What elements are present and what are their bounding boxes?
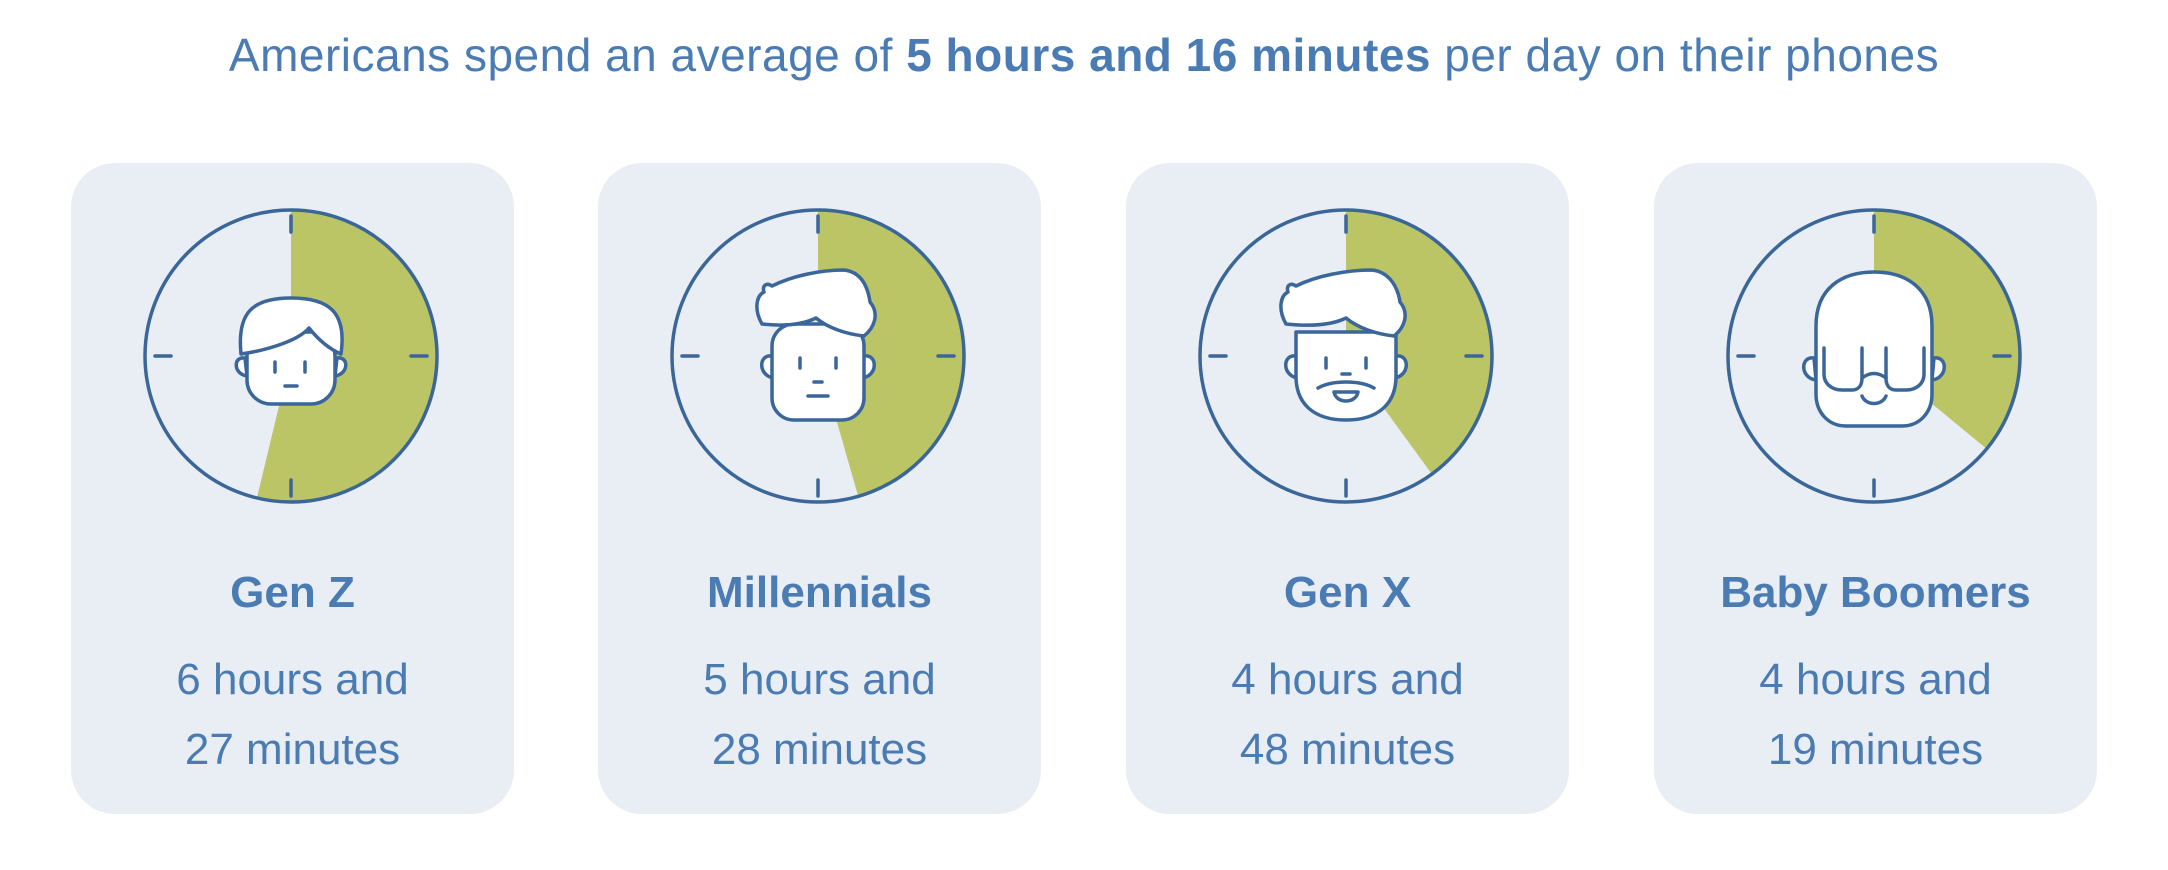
headline: Americans spend an average of 5 hours an…: [0, 28, 2168, 82]
clock-dial: [1726, 208, 2022, 504]
generation-time: 4 hours and 19 minutes: [1759, 655, 1992, 774]
clock-ticks: [1208, 214, 1484, 498]
clock-dial: [143, 208, 439, 504]
card-gen-x: Gen X 4 hours and 48 minutes: [1126, 163, 1569, 814]
clock-ticks: [680, 214, 956, 498]
card-baby-boomers: Baby Boomers 4 hours and 19 minutes: [1654, 163, 2097, 814]
generation-time: 6 hours and 27 minutes: [176, 655, 409, 774]
clock-ticks: [1736, 214, 2012, 498]
generation-name: Gen X: [1283, 568, 1412, 617]
headline-prefix: Americans spend an average of: [228, 29, 907, 81]
generation-name: Gen Z: [230, 568, 355, 617]
generation-time: 4 hours and 48 minutes: [1231, 655, 1464, 774]
time-wedge: [1874, 211, 2020, 449]
generation-name: Baby Boomers: [1720, 568, 2031, 617]
headline-bold: 5 hours and 16 minutes: [906, 29, 1431, 81]
bald-glasses-face-icon: [1802, 270, 1946, 428]
clock-ticks: [153, 214, 429, 498]
card-millennials: Millennials 5 hours and 28 minutes: [598, 163, 1041, 814]
time-wedge: [257, 211, 437, 501]
quiff-face-icon: [755, 268, 877, 422]
clock-dial: [670, 208, 966, 504]
bearded-face-icon: [1279, 268, 1408, 422]
generation-name: Millennials: [707, 568, 932, 617]
generation-time: 5 hours and 28 minutes: [703, 655, 936, 774]
young-face-icon: [234, 296, 348, 406]
headline-suffix: per day on their phones: [1430, 29, 1940, 81]
clock-dial: [1198, 208, 1494, 504]
card-gen-z: Gen Z 6 hours and 27 minutes: [71, 163, 514, 814]
